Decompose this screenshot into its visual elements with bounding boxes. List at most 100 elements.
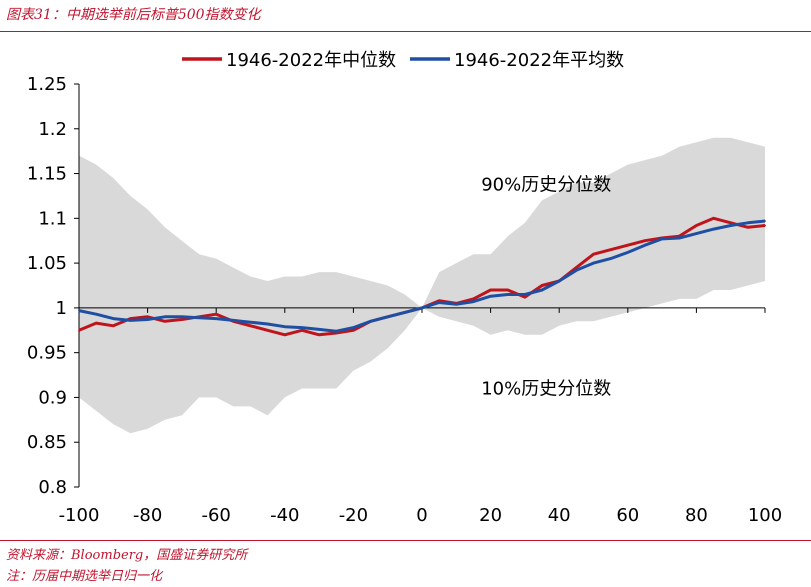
mean-line-point — [421, 306, 423, 309]
mean-line-point — [352, 326, 355, 329]
source-note: 资料来源：Bloomberg，国盛证券研究所 — [6, 548, 248, 563]
median-line-point — [506, 289, 509, 291]
median-line-point — [541, 284, 543, 287]
median-line-point — [524, 296, 526, 299]
mean-line-point — [249, 321, 252, 324]
y-tick-label: 1.05 — [27, 253, 67, 274]
mean-line-point — [266, 323, 269, 325]
lines-layer — [78, 216, 766, 337]
median-line-point — [95, 322, 98, 325]
mean-line-point — [524, 293, 526, 296]
mean-line-point — [283, 325, 286, 328]
y-tick-label: 0.9 — [38, 387, 67, 408]
median-line-point — [644, 239, 646, 242]
y-tick-label: 1.1 — [38, 208, 67, 229]
median-line-point — [489, 289, 492, 291]
mean-line-point — [678, 237, 681, 239]
figure-title: 图表31：中期选举前后标普500指数变化 — [6, 7, 261, 23]
mean-line-point — [541, 289, 543, 291]
mean-line-point — [215, 317, 218, 320]
y-tick-label: 1.25 — [27, 74, 67, 95]
x-tick-label: -100 — [59, 505, 100, 526]
median-line-point — [746, 226, 749, 229]
y-tick-label: 0.8 — [38, 477, 67, 498]
x-tick-label: 80 — [685, 505, 708, 526]
footnote: 注：历届中期选举日归一化 — [6, 569, 163, 584]
mean-line-point — [558, 280, 561, 282]
x-tick-label: 0 — [416, 505, 427, 526]
median-line-point — [215, 313, 218, 316]
y-tick-label: 1.15 — [27, 164, 67, 185]
x-tick-label: -20 — [339, 505, 368, 526]
mean-line-point — [112, 317, 115, 320]
median-line-point — [575, 266, 578, 269]
y-tick-label: 1.2 — [38, 119, 67, 140]
mean-line-point — [403, 311, 406, 314]
mean-line-point — [146, 318, 149, 321]
mean-line-point — [695, 232, 698, 235]
band-layer — [79, 137, 765, 434]
mean-line-point — [438, 301, 441, 304]
mean-line-point — [335, 330, 338, 333]
median-line-point — [764, 224, 766, 227]
mean-line-point — [626, 251, 629, 254]
median-line-point — [112, 324, 115, 327]
y-tick-label: 0.95 — [27, 343, 67, 364]
mean-line-point — [129, 319, 132, 322]
median-line-point — [249, 324, 252, 327]
median-line-point — [146, 315, 149, 318]
mean-line-point — [198, 316, 200, 319]
mean-line-point — [746, 221, 749, 224]
mean-line-point — [575, 269, 578, 272]
mean-line-point — [472, 300, 475, 303]
median-line-point — [592, 253, 595, 256]
mean-line-point — [318, 328, 320, 331]
mean-line-point — [506, 293, 509, 296]
median-line-point — [472, 298, 475, 300]
percentile-band — [79, 137, 765, 434]
median-line-point — [729, 221, 732, 224]
x-tick-label: 20 — [479, 505, 502, 526]
median-line-point — [609, 248, 612, 251]
y-tick-label: 1 — [56, 298, 67, 319]
median-line-point — [318, 333, 320, 336]
legend-label: 1946-2022年平均数 — [454, 50, 624, 71]
median-line-point — [283, 333, 286, 336]
x-tick-label: -80 — [133, 505, 162, 526]
mean-line-point — [369, 320, 372, 323]
mean-line-point — [661, 238, 663, 240]
mean-line-point — [644, 244, 646, 247]
x-tick-label: 40 — [548, 505, 571, 526]
mean-line-point — [455, 303, 458, 306]
x-tick-label: 100 — [748, 505, 782, 526]
median-line-point — [78, 329, 80, 332]
median-line-point — [352, 329, 355, 332]
y-tick-label: 0.85 — [27, 432, 67, 453]
mean-line-point — [609, 257, 612, 260]
mean-line-point — [301, 326, 303, 329]
median-line-point — [695, 224, 698, 227]
mean-line-point — [592, 262, 595, 265]
median-line-point — [626, 244, 629, 247]
percentile-label: 10%历史分位数 — [481, 378, 611, 399]
header-rule — [0, 31, 811, 32]
legend: 1946-2022年中位数 1946-2022年平均数 — [182, 50, 624, 71]
median-line-point — [301, 329, 303, 332]
annotations: 90%历史分位数 10%历史分位数 — [481, 174, 611, 399]
median-line-point — [712, 217, 715, 220]
axes: 0.8 0.85 0.9 0.95 1 1.05 1.1 1.15 1.2 1.25 -100 -80… — [27, 74, 782, 526]
x-tick-label: -60 — [201, 505, 230, 526]
mean-line-point — [163, 315, 166, 318]
mean-line-point — [78, 309, 80, 312]
mean-line-point — [729, 224, 732, 227]
mean-line-point — [181, 315, 183, 318]
mean-line-point — [712, 228, 715, 230]
footer-rule — [0, 540, 811, 541]
percentile-label: 90%历史分位数 — [481, 174, 611, 195]
median-line-point — [266, 329, 269, 332]
chart: 0.8 0.85 0.9 0.95 1 1.05 1.1 1.15 1.2 1.25 -100 -80… — [27, 50, 782, 526]
x-tick-label: 60 — [616, 505, 639, 526]
median-line-point — [181, 318, 183, 321]
legend-label: 1946-2022年中位数 — [226, 50, 396, 71]
x-tick-label: -40 — [270, 505, 299, 526]
